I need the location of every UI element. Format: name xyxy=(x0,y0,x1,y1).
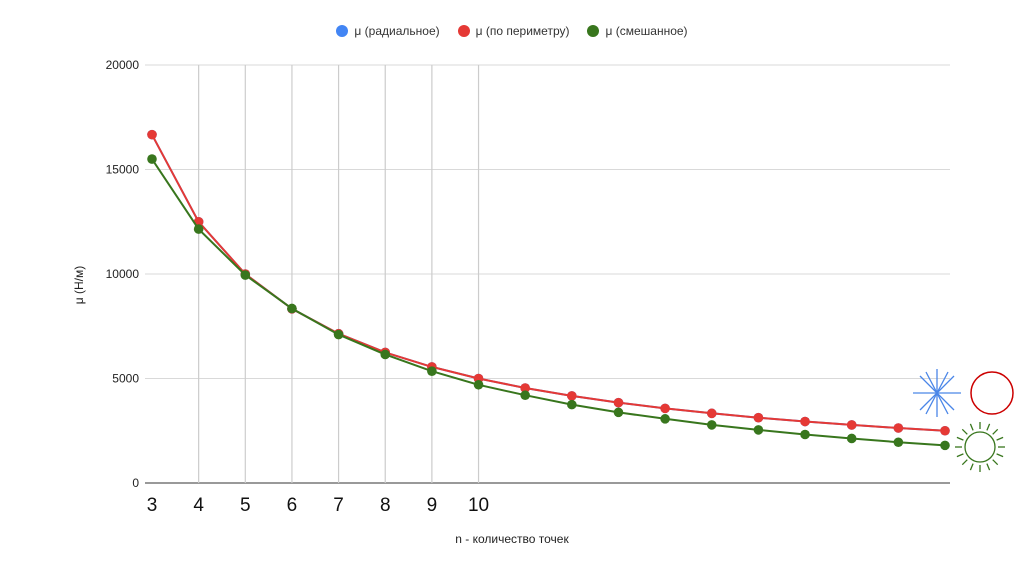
x-tick-label: 10 xyxy=(468,495,489,516)
sun-core xyxy=(964,431,996,463)
y-axis-ticks: 0 5000 10000 15000 20000 xyxy=(106,58,140,490)
data-point[interactable] xyxy=(800,416,810,427)
perimeter-circle-icon xyxy=(970,371,1014,415)
data-point[interactable] xyxy=(753,412,764,423)
sun-ray xyxy=(992,428,999,435)
data-point[interactable] xyxy=(940,425,950,436)
series-line xyxy=(151,134,946,432)
data-point[interactable] xyxy=(520,390,530,401)
sun-ray xyxy=(961,459,968,466)
data-point[interactable] xyxy=(613,407,624,418)
series-line xyxy=(151,158,946,447)
y-tick-label: 0 xyxy=(132,476,139,490)
legend-item-radial[interactable]: μ (радиальное) xyxy=(336,24,440,38)
series-2 xyxy=(147,154,950,451)
y-tick-label: 20000 xyxy=(106,58,140,72)
data-point[interactable] xyxy=(380,349,391,360)
x-tick-label: 5 xyxy=(240,495,251,516)
data-point[interactable] xyxy=(567,399,577,410)
data-point[interactable] xyxy=(800,429,810,440)
data-point[interactable] xyxy=(846,420,857,430)
x-tick-label: 6 xyxy=(287,495,298,516)
series-line xyxy=(151,134,946,432)
legend-marker-radial xyxy=(336,25,349,37)
legend: μ (радиальное) μ (по периметру) μ (смеша… xyxy=(0,24,1024,38)
data-point[interactable] xyxy=(660,403,670,414)
data-point[interactable] xyxy=(706,420,717,430)
x-tick-label: 7 xyxy=(333,495,344,516)
sun-ray xyxy=(992,459,999,466)
sun-ray xyxy=(986,463,991,471)
data-point[interactable] xyxy=(753,425,764,435)
data-point[interactable] xyxy=(240,270,251,280)
data-point[interactable] xyxy=(893,423,904,433)
grid xyxy=(145,64,950,484)
sun-ray xyxy=(969,423,974,431)
x-axis-ticks: 3 4 5 6 7 8 9 10 xyxy=(147,495,489,516)
y-tick-label: 5000 xyxy=(112,372,139,386)
legend-item-perimeter[interactable]: μ (по периметру) xyxy=(457,24,570,38)
data-point[interactable] xyxy=(287,303,297,314)
legend-label-mixed: μ (смешанное) xyxy=(605,24,688,38)
sun-ray xyxy=(956,436,964,441)
x-tick-label: 8 xyxy=(380,495,391,516)
sun-ray xyxy=(986,423,991,431)
legend-label-radial: μ (радиальное) xyxy=(354,24,440,38)
data-point[interactable] xyxy=(147,129,157,140)
data-point[interactable] xyxy=(613,397,624,408)
data-point[interactable] xyxy=(940,440,950,451)
legend-item-mixed[interactable]: μ (смешанное) xyxy=(587,24,688,38)
mixed-sun-icon xyxy=(955,422,1005,472)
x-tick-label: 4 xyxy=(193,495,204,516)
sun-ray xyxy=(956,453,964,458)
x-axis-label: n - количество точек xyxy=(455,532,569,546)
series-1 xyxy=(147,129,950,436)
data-point[interactable] xyxy=(660,414,670,424)
x-tick-label: 3 xyxy=(147,495,158,516)
data-point[interactable] xyxy=(893,437,904,448)
data-point[interactable] xyxy=(333,329,344,340)
legend-marker-perimeter xyxy=(457,25,470,37)
annotation-icons xyxy=(913,369,1014,472)
legend-label-perimeter: μ (по периметру) xyxy=(475,24,570,38)
data-point[interactable] xyxy=(473,379,484,390)
y-axis-label: μ (Н/м) xyxy=(72,265,86,305)
data-point[interactable] xyxy=(567,391,577,401)
data-point[interactable] xyxy=(193,224,204,234)
y-tick-label: 15000 xyxy=(106,163,140,177)
series-group xyxy=(147,129,950,451)
sun-ray xyxy=(996,436,1004,441)
legend-marker-mixed xyxy=(587,25,600,37)
x-tick-label: 9 xyxy=(427,495,438,516)
data-point[interactable] xyxy=(846,433,857,444)
series-0 xyxy=(147,129,950,436)
data-point[interactable] xyxy=(427,366,437,376)
sun-ray xyxy=(961,428,968,435)
data-point[interactable] xyxy=(520,383,530,393)
data-point[interactable] xyxy=(147,154,157,164)
y-tick-label: 10000 xyxy=(106,267,140,281)
sun-ray xyxy=(996,453,1004,458)
data-point[interactable] xyxy=(706,408,717,419)
sun-ray xyxy=(969,463,974,471)
radial-asterisk-icon xyxy=(913,369,961,417)
